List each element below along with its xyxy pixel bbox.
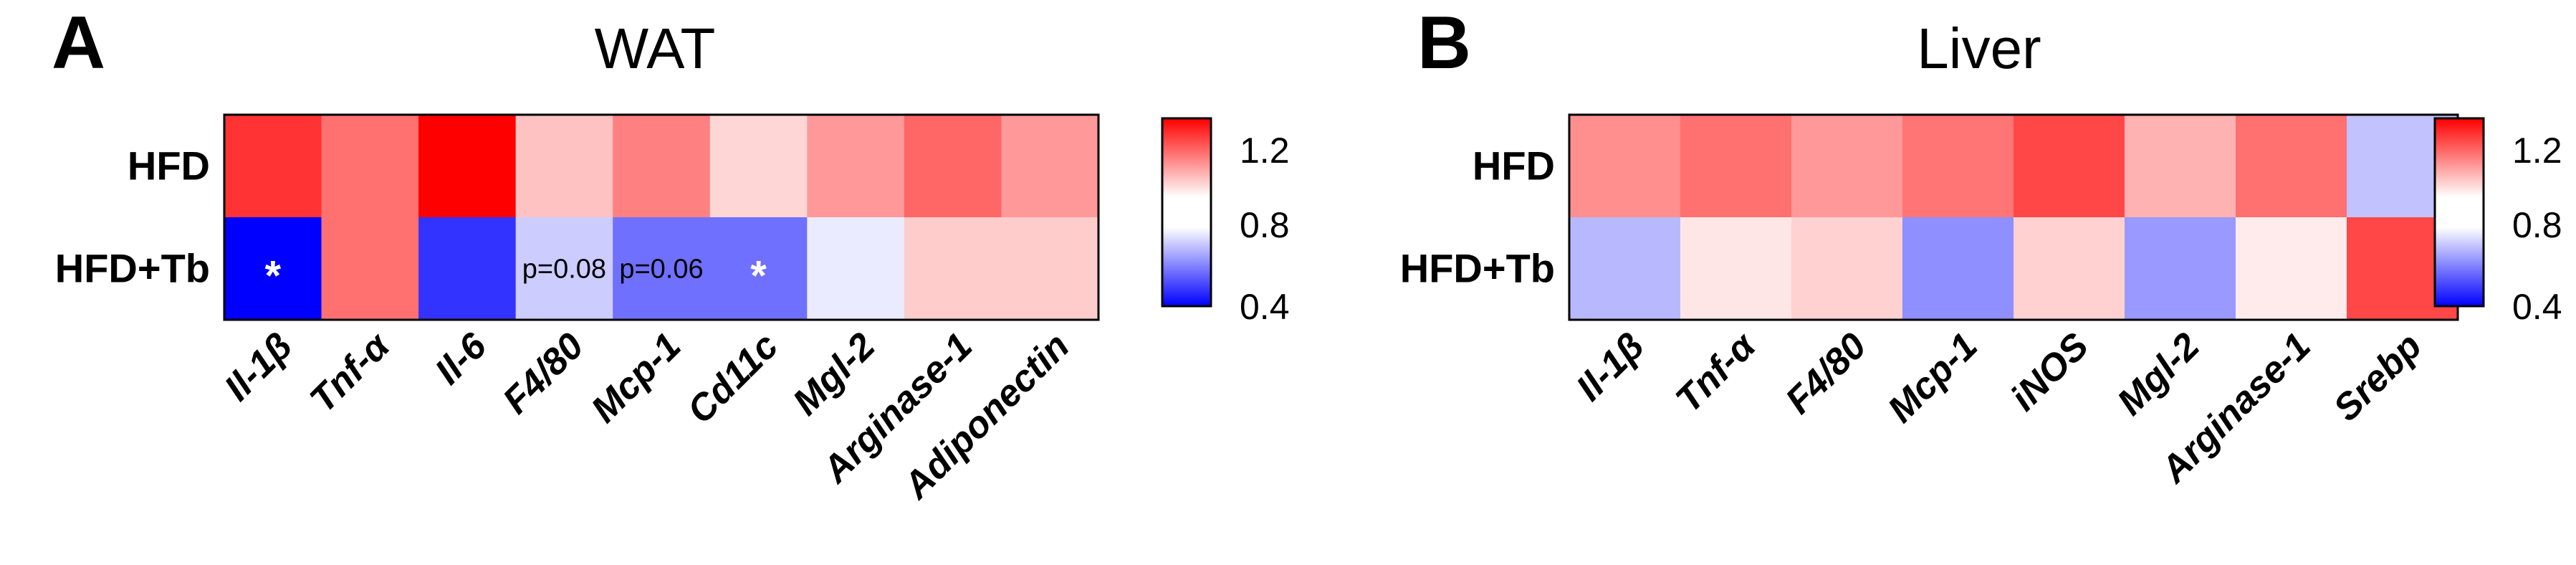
heatmap-cell: [224, 217, 322, 321]
heatmap-cell: [515, 217, 613, 321]
significance-marker: *: [264, 253, 281, 300]
heatmap-cell: [224, 115, 322, 218]
column-label: F4/80: [1778, 325, 1874, 422]
significance-marker: *: [750, 253, 767, 300]
row-label: HFD+Tb: [55, 246, 210, 291]
heatmap-cell: [321, 115, 419, 218]
row-label: HFD: [128, 143, 210, 189]
heatmap-cell: [904, 115, 1002, 218]
colorbar-a-tick-label: 1.2: [1240, 130, 1290, 171]
heatmap-cell: [1791, 217, 1903, 321]
heatmap-cell: [2236, 217, 2347, 321]
heatmap-cell: [1569, 217, 1681, 321]
panel-b-title: Liver: [1917, 16, 2041, 80]
p-value-label: p=0.06: [619, 255, 703, 285]
panel-b: B Liver HFD HFD+Tb Il-1β Tnf-α F4/80 Mcp-1 iNO…: [1400, 1, 2562, 492]
column-label: Il-1β: [1569, 325, 1652, 409]
heatmap-cell: [709, 217, 808, 321]
colorbar-b-tick-label: 0.4: [2512, 287, 2562, 327]
column-label: iNOS: [2003, 325, 2097, 419]
colorbar-a: 1.2 0.8 0.4: [1161, 117, 1290, 327]
panel-a-title: WAT: [595, 16, 716, 80]
panel-b-letter: B: [1417, 1, 1471, 85]
heatmap-cell: [515, 115, 613, 218]
column-label: Mgl-2: [2110, 325, 2208, 423]
heatmap-cell: [1680, 217, 1792, 321]
column-label: Srebp: [2326, 325, 2430, 429]
heatmap-cell: [807, 217, 905, 321]
heatmap-cell: [418, 217, 517, 321]
colorbar-a-gradient: [1161, 117, 1212, 308]
column-label: Cd11c: [679, 325, 786, 432]
heatmap-cell: [904, 217, 1002, 321]
heatmap-cell: [2014, 217, 2125, 321]
heatmap-cell: [1001, 217, 1099, 321]
colorbar-a-tick-label: 0.4: [1240, 287, 1290, 327]
column-label: F4/80: [495, 325, 592, 422]
colorbar-b-tick-label: 1.2: [2512, 130, 2562, 171]
heatmap-cell: [807, 115, 905, 218]
heatmap-cell: [1791, 115, 1903, 218]
colorbar-b-tick-label: 0.8: [2512, 205, 2562, 245]
colorbar-b-gradient: [2433, 117, 2485, 308]
panel-a-letter: A: [52, 1, 105, 85]
heatmap-cell: [709, 115, 808, 218]
heatmap-cell: [321, 217, 419, 321]
row-label: HFD: [1473, 143, 1555, 189]
heatmap-cell: [2014, 115, 2125, 218]
column-label: Il-1β: [216, 325, 300, 409]
heatmap-border: [223, 113, 1100, 321]
heatmap-cell: [1001, 115, 1099, 218]
colorbar-b: 1.2 0.8 0.4: [2433, 117, 2562, 327]
heatmap-cell: [1902, 115, 2014, 218]
column-label: Tnf-α: [302, 324, 399, 421]
p-value-label: p=0.08: [522, 255, 606, 285]
heatmap-cell: [1680, 115, 1792, 218]
column-label: Mcp-1: [583, 325, 689, 430]
column-label: Mcp-1: [1880, 325, 1986, 430]
heatmap-cell: [1569, 115, 1681, 218]
column-label: Tnf-α: [1668, 324, 1765, 421]
heatmap-cell: [418, 115, 517, 218]
column-label: Il-6: [427, 325, 495, 393]
heatmap-cell: [1902, 217, 2014, 321]
heatmap-cell: [2125, 217, 2236, 321]
heatmap-cell: [613, 217, 711, 321]
heatmap-cell: [2125, 115, 2236, 218]
heatmap-cell: [2236, 115, 2347, 218]
colorbar-a-tick-label: 0.8: [1240, 205, 1290, 245]
column-label: Adiponectin: [895, 325, 1078, 508]
row-label: HFD+Tb: [1400, 246, 1555, 291]
heatmap-cell: [613, 115, 711, 218]
